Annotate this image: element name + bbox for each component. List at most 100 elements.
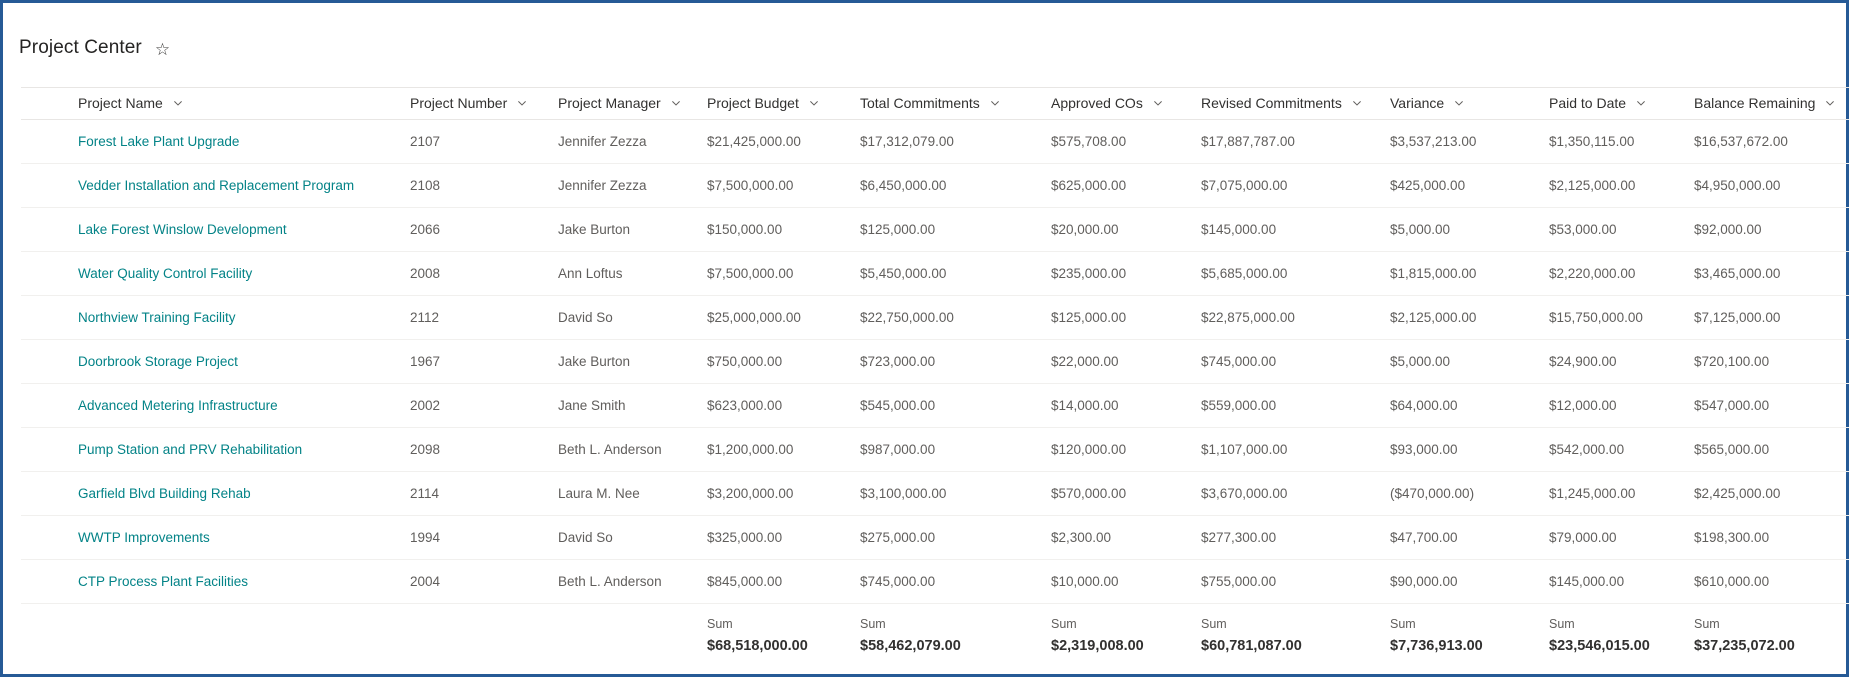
column-header-variance[interactable]: Variance [1390, 87, 1549, 120]
column-header-number[interactable]: Project Number [410, 87, 558, 120]
project-link[interactable]: Northview Training Facility [78, 310, 236, 325]
cell-paid_to_date: $1,245,000.00 [1549, 471, 1694, 516]
cell-balance_remaining: $16,537,672.00 [1694, 119, 1849, 164]
chevron-down-icon [989, 96, 1001, 112]
cell-number: 2002 [410, 383, 558, 428]
sum-value: $37,235,072.00 [1694, 638, 1795, 654]
column-header-row: Project Name Project Number Project Manage… [21, 87, 1849, 120]
column-header-name[interactable]: Project Name [21, 87, 410, 120]
project-link[interactable]: CTP Process Plant Facilities [78, 574, 249, 589]
cell-variance: $93,000.00 [1390, 427, 1549, 472]
table-row[interactable]: Advanced Metering Infrastructure 2002 Jane… [21, 383, 1849, 428]
cell-manager: David So [558, 515, 707, 560]
table-row[interactable]: Doorbrook Storage Project 1967 Jake Burton… [21, 339, 1849, 384]
cell-total_commitments: $5,450,000.00 [860, 251, 1051, 296]
column-header-approved_cos[interactable]: Approved COs [1051, 87, 1201, 120]
cell-variance: ($470,000.00) [1390, 471, 1549, 516]
cell-approved_cos: $570,000.00 [1051, 471, 1201, 516]
chevron-down-icon [670, 96, 682, 112]
cell-name: Lake Forest Winslow Development [21, 207, 410, 252]
cell-manager: Laura M. Nee [558, 471, 707, 516]
cell-total_commitments: $545,000.00 [860, 383, 1051, 428]
column-header-label: Project Number [410, 95, 508, 112]
table-row[interactable]: CTP Process Plant Facilities 2004 Beth L. … [21, 559, 1849, 604]
cell-manager: Beth L. Anderson [558, 559, 707, 604]
chevron-down-icon [1351, 96, 1363, 112]
cell-name: CTP Process Plant Facilities [21, 559, 410, 604]
cell-approved_cos: $20,000.00 [1051, 207, 1201, 252]
table-row[interactable]: Lake Forest Winslow Development 2066 Jake … [21, 207, 1849, 252]
cell-balance_remaining: $4,950,000.00 [1694, 163, 1849, 208]
sum-label: Sum [1390, 617, 1416, 631]
sum-cell-revised_commitments: Sum $60,781,087.00 [1201, 603, 1390, 676]
table-row[interactable]: Garfield Blvd Building Rehab 2114 Laura M.… [21, 471, 1849, 516]
cell-manager: Beth L. Anderson [558, 427, 707, 472]
sum-cell-budget: Sum $68,518,000.00 [707, 603, 860, 676]
cell-name: WWTP Improvements [21, 515, 410, 560]
projects-table: Project Name Project Number Project Manage… [21, 87, 1849, 676]
cell-budget: $7,500,000.00 [707, 251, 860, 296]
column-header-balance_remaining[interactable]: Balance Remaining [1694, 87, 1849, 120]
cell-variance: $47,700.00 [1390, 515, 1549, 560]
table-row[interactable]: Forest Lake Plant Upgrade 2107 Jennifer Ze… [21, 119, 1849, 164]
cell-balance_remaining: $92,000.00 [1694, 207, 1849, 252]
cell-manager: Jane Smith [558, 383, 707, 428]
project-link[interactable]: Water Quality Control Facility [78, 266, 253, 281]
cell-variance: $2,125,000.00 [1390, 295, 1549, 340]
sum-cell-variance: Sum $7,736,913.00 [1390, 603, 1549, 676]
column-header-budget[interactable]: Project Budget [707, 87, 860, 120]
project-link[interactable]: Advanced Metering Infrastructure [78, 398, 278, 413]
sum-label: Sum [707, 617, 733, 631]
sum-value: $68,518,000.00 [707, 638, 808, 654]
project-link[interactable]: Doorbrook Storage Project [78, 354, 238, 369]
cell-manager: David So [558, 295, 707, 340]
project-link[interactable]: Vedder Installation and Replacement Prog… [78, 178, 355, 193]
cell-revised_commitments: $1,107,000.00 [1201, 427, 1390, 472]
cell-revised_commitments: $17,887,787.00 [1201, 119, 1390, 164]
cell-total_commitments: $987,000.00 [860, 427, 1051, 472]
page-title: Project Center [19, 37, 142, 58]
cell-manager: Jennifer Zezza [558, 119, 707, 164]
cell-revised_commitments: $745,000.00 [1201, 339, 1390, 384]
project-link[interactable]: Pump Station and PRV Rehabilitation [78, 442, 303, 457]
cell-balance_remaining: $547,000.00 [1694, 383, 1849, 428]
table-row[interactable]: Water Quality Control Facility 2008 Ann Lo… [21, 251, 1849, 296]
project-link[interactable]: Lake Forest Winslow Development [78, 222, 287, 237]
cell-name: Pump Station and PRV Rehabilitation [21, 427, 410, 472]
cell-budget: $1,200,000.00 [707, 427, 860, 472]
chevron-down-icon [1635, 96, 1647, 112]
cell-approved_cos: $10,000.00 [1051, 559, 1201, 604]
cell-variance: $90,000.00 [1390, 559, 1549, 604]
cell-revised_commitments: $7,075,000.00 [1201, 163, 1390, 208]
cell-number: 2114 [410, 471, 558, 516]
favorite-star-icon[interactable]: ☆ [154, 39, 171, 59]
table-row[interactable]: WWTP Improvements 1994 David So $325,000.00… [21, 515, 1849, 560]
sum-value: $60,781,087.00 [1201, 638, 1302, 654]
column-header-label: Revised Commitments [1201, 95, 1342, 112]
sum-label: Sum [860, 617, 886, 631]
sum-value: $7,736,913.00 [1390, 638, 1483, 654]
project-link[interactable]: WWTP Improvements [78, 530, 210, 545]
column-header-paid_to_date[interactable]: Paid to Date [1549, 87, 1694, 120]
table-row[interactable]: Northview Training Facility 2112 David So $… [21, 295, 1849, 340]
chevron-down-icon [516, 96, 528, 112]
project-link[interactable]: Garfield Blvd Building Rehab [78, 486, 251, 501]
table-row[interactable]: Pump Station and PRV Rehabilitation 2098 B… [21, 427, 1849, 472]
chevron-down-icon [808, 96, 820, 112]
column-header-total_commitments[interactable]: Total Commitments [860, 87, 1051, 120]
column-header-revised_commitments[interactable]: Revised Commitments [1201, 87, 1390, 120]
table-row[interactable]: Vedder Installation and Replacement Prog… [21, 163, 1849, 208]
column-header-manager[interactable]: Project Manager [558, 87, 707, 120]
cell-paid_to_date: $1,350,115.00 [1549, 119, 1694, 164]
cell-approved_cos: $625,000.00 [1051, 163, 1201, 208]
cell-number: 1967 [410, 339, 558, 384]
cell-name: Forest Lake Plant Upgrade [21, 119, 410, 164]
sum-label: Sum [1201, 617, 1227, 631]
sum-label: Sum [1051, 617, 1077, 631]
cell-number: 2008 [410, 251, 558, 296]
cell-variance: $3,537,213.00 [1390, 119, 1549, 164]
cell-total_commitments: $3,100,000.00 [860, 471, 1051, 516]
sum-label: Sum [1549, 617, 1575, 631]
cell-budget: $3,200,000.00 [707, 471, 860, 516]
project-link[interactable]: Forest Lake Plant Upgrade [78, 134, 240, 149]
